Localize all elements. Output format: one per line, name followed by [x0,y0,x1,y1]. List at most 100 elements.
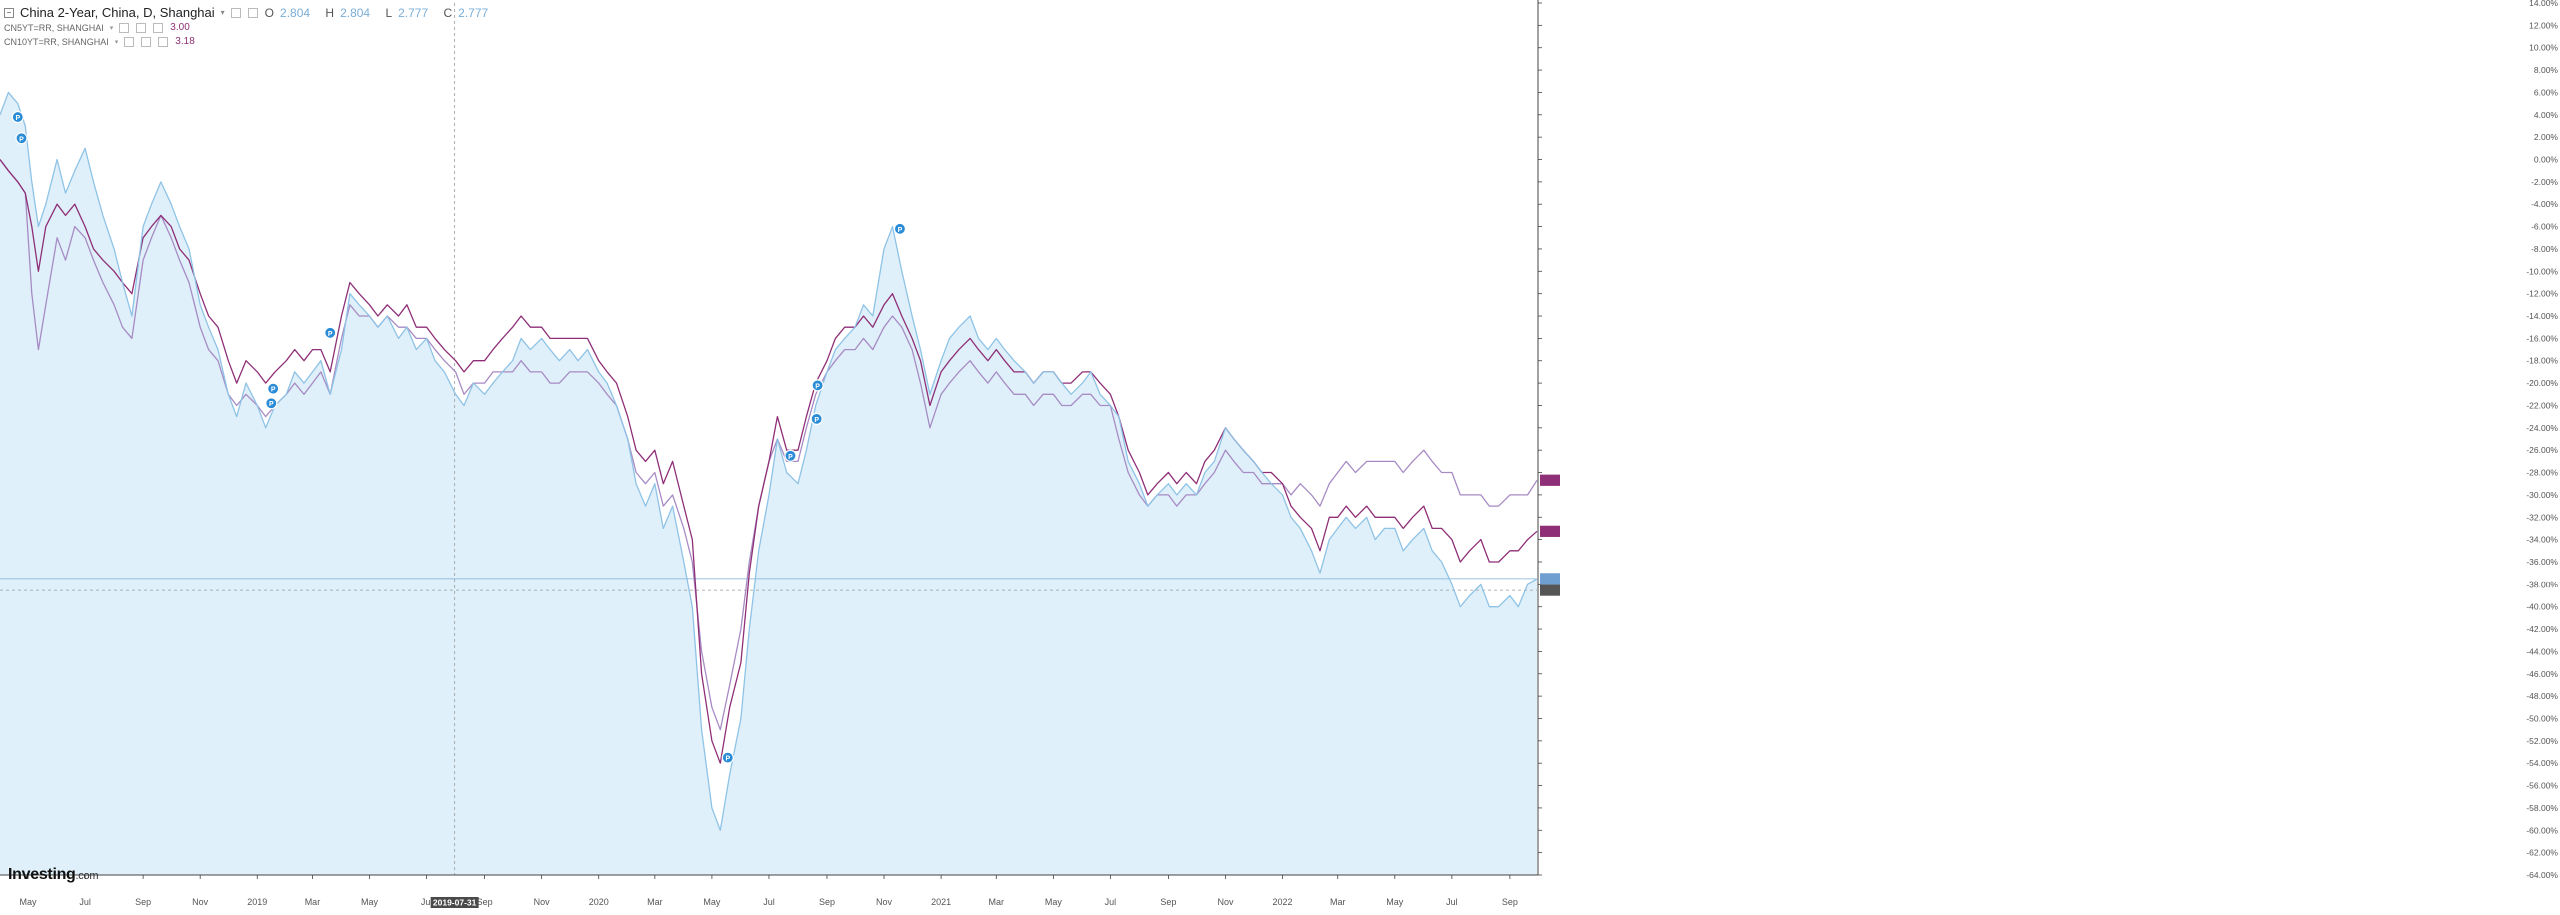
y-tick-label: -38.00% [2526,579,2558,589]
event-marker-letter: P [788,454,793,461]
visibility-icon[interactable] [136,23,147,33]
x-tick-label: Sep [819,897,835,907]
settings-icon[interactable] [124,37,135,47]
main-series-title[interactable]: China 2-Year, China, D, Shanghai [20,5,215,20]
x-tick-label: Sep [1160,897,1176,907]
close-icon[interactable] [158,37,169,47]
y-tick-label: -28.00% [2526,468,2558,478]
crosshair-layer [0,3,1537,875]
event-marker-icon [721,751,734,764]
chevron-down-icon[interactable]: ▾ [109,24,114,32]
y-tick-label: -16.00% [2526,333,2558,343]
event-marker-letter: P [814,417,819,424]
low-value: 2.777 [398,5,429,20]
collapse-icon[interactable]: − [4,7,14,18]
y-tick-label: 0.00% [2534,155,2559,165]
ohlc-values: O 2.804 H 2.804 L 2.777 C 2.777 [265,7,501,19]
legend-cn10y-row[interactable]: CN10YT=RR, SHANGHAI ▾ 3.18 [4,37,500,47]
open-value: 2.804 [280,5,311,20]
y-tick-label: -60.00% [2526,825,2558,835]
close-value: 2.777 [458,5,489,20]
cn5y-series-title[interactable]: CN5YT=RR, SHANGHAI [4,22,104,33]
x-tick-label: 2021 [931,897,951,907]
y-tick-label: -42.00% [2526,624,2558,634]
y-tick-label: -34.00% [2526,535,2558,545]
x-tick-label: Mar [305,897,321,907]
event-marker-icon [810,412,823,425]
price-tag-bg-crosshair [1540,584,1560,596]
high-label: H [325,5,335,20]
price-tag-label-cn5y: -33.26% [2528,527,2558,536]
y-tick-label: -58.00% [2526,803,2558,813]
series-line-layer [0,91,1538,831]
high-value: 2.804 [340,5,371,20]
price-tag-bg-cn10y [1540,474,1560,486]
event-marker-letter: P [15,115,20,122]
x-tick-label: Nov [192,897,209,907]
logo-brand-text: Investing [8,866,76,883]
event-marker-icon [265,397,278,410]
event-marker-icon [11,110,24,124]
settings-icon[interactable] [230,7,241,18]
chevron-down-icon[interactable]: ▾ [114,38,119,46]
event-marker-letter: P [815,383,820,390]
cn10y-value: 3.18 [175,36,195,47]
settings-icon[interactable] [119,23,130,33]
event-marker-icon [267,382,280,395]
price-tag-bg-cn2y [1540,573,1560,585]
y-tick-label: -12.00% [2526,289,2558,299]
x-tick-label: Mar [1330,897,1346,907]
y-tick-label: -10.00% [2526,266,2558,276]
y-tick-label: 6.00% [2534,87,2559,97]
y-tick-label: -24.00% [2526,423,2558,433]
x-tick-label: Nov [876,897,893,907]
visibility-icon[interactable] [247,7,258,18]
event-marker-letter: P [725,756,730,763]
x-tick-label: Sep [1502,897,1518,907]
x-tick-label: Mar [989,897,1005,907]
chevron-down-icon[interactable]: ▾ [220,7,225,17]
x-tick-label: Jul [79,897,91,907]
y-tick-label: -20.00% [2526,378,2558,388]
y-tick-label: -48.00% [2526,691,2558,701]
crosshair-date-label: 2019-07-31 [433,898,477,908]
y-tick-label: -50.00% [2526,713,2558,723]
x-tick-label: Jul [421,897,433,907]
x-tick-label: Nov [534,897,551,907]
y-tick-label: -46.00% [2526,669,2558,679]
y-tick-label: 2.00% [2534,132,2559,142]
x-tick-label: Jul [1446,897,1458,907]
y-tick-label: -62.00% [2526,848,2558,858]
legend-cn5y-row[interactable]: CN5YT=RR, SHANGHAI ▾ 3.00 [4,23,500,33]
event-marker-icon [811,379,824,392]
y-tick-label: -8.00% [2531,244,2558,254]
y-tick-label: -56.00% [2526,781,2558,791]
x-tick-label: Sep [477,897,493,907]
y-tick-label: -36.00% [2526,557,2558,567]
event-marker-icon [784,449,797,462]
cn10y-series-title[interactable]: CN10YT=RR, SHANGHAI [4,36,109,47]
x-tick-label: May [361,897,379,907]
y-tick-label: -54.00% [2526,758,2558,768]
x-tick-label: May [1386,897,1404,907]
area-fill-layer [0,92,1537,875]
price-tag-layer: -28.69% -33.26% -37.51% -38.517 [1540,474,2559,596]
event-marker-letter: P [328,331,333,338]
event-marker-letter: P [898,227,903,234]
visibility-icon[interactable] [141,37,152,47]
x-tick-label: 2020 [589,897,609,907]
legend-main-row[interactable]: − China 2-Year, China, D, Shanghai ▾ O 2.… [4,6,500,19]
series-line-0 [0,91,1538,831]
x-tick-label: Nov [1217,897,1234,907]
close-icon[interactable] [153,23,164,33]
event-marker-icon [15,132,28,145]
y-tick-label: -18.00% [2526,356,2558,366]
x-tick-label: Jul [763,897,775,907]
y-tick-label: -64.00% [2526,870,2558,880]
y-tick-label: -4.00% [2531,199,2558,209]
event-marker-letter: P [269,401,274,408]
x-tick-label: May [20,897,38,907]
